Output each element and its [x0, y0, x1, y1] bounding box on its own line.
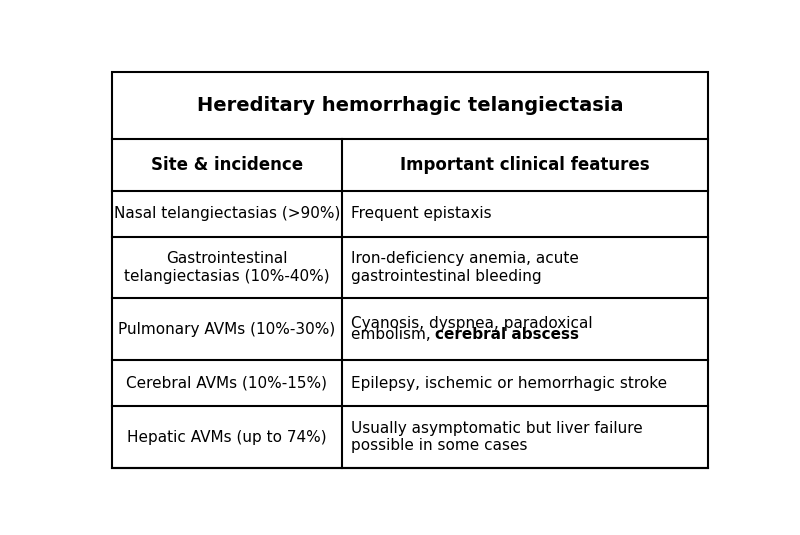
- Text: Hepatic AVMs (up to 74%): Hepatic AVMs (up to 74%): [127, 430, 326, 445]
- Text: Usually asymptomatic but liver failure
possible in some cases: Usually asymptomatic but liver failure p…: [351, 421, 642, 453]
- Text: cerebral abscess: cerebral abscess: [435, 327, 579, 342]
- Text: embolism,: embolism,: [351, 327, 435, 342]
- Text: Nasal telangiectasias (>90%): Nasal telangiectasias (>90%): [114, 206, 340, 221]
- Text: Iron-deficiency anemia, acute
gastrointestinal bleeding: Iron-deficiency anemia, acute gastrointe…: [351, 251, 578, 284]
- Text: Cerebral AVMs (10%-15%): Cerebral AVMs (10%-15%): [126, 376, 327, 391]
- Text: Important clinical features: Important clinical features: [400, 156, 650, 174]
- Text: Cyanosis, dyspnea, paradoxical: Cyanosis, dyspnea, paradoxical: [351, 316, 593, 331]
- Text: Site & incidence: Site & incidence: [151, 156, 303, 174]
- Text: Gastrointestinal
telangiectasias (10%-40%): Gastrointestinal telangiectasias (10%-40…: [124, 251, 330, 284]
- Text: Frequent epistaxis: Frequent epistaxis: [351, 206, 491, 221]
- Text: Epilepsy, ischemic or hemorrhagic stroke: Epilepsy, ischemic or hemorrhagic stroke: [351, 376, 667, 391]
- Text: Hereditary hemorrhagic telangiectasia: Hereditary hemorrhagic telangiectasia: [197, 96, 623, 116]
- Text: Pulmonary AVMs (10%-30%): Pulmonary AVMs (10%-30%): [118, 322, 336, 337]
